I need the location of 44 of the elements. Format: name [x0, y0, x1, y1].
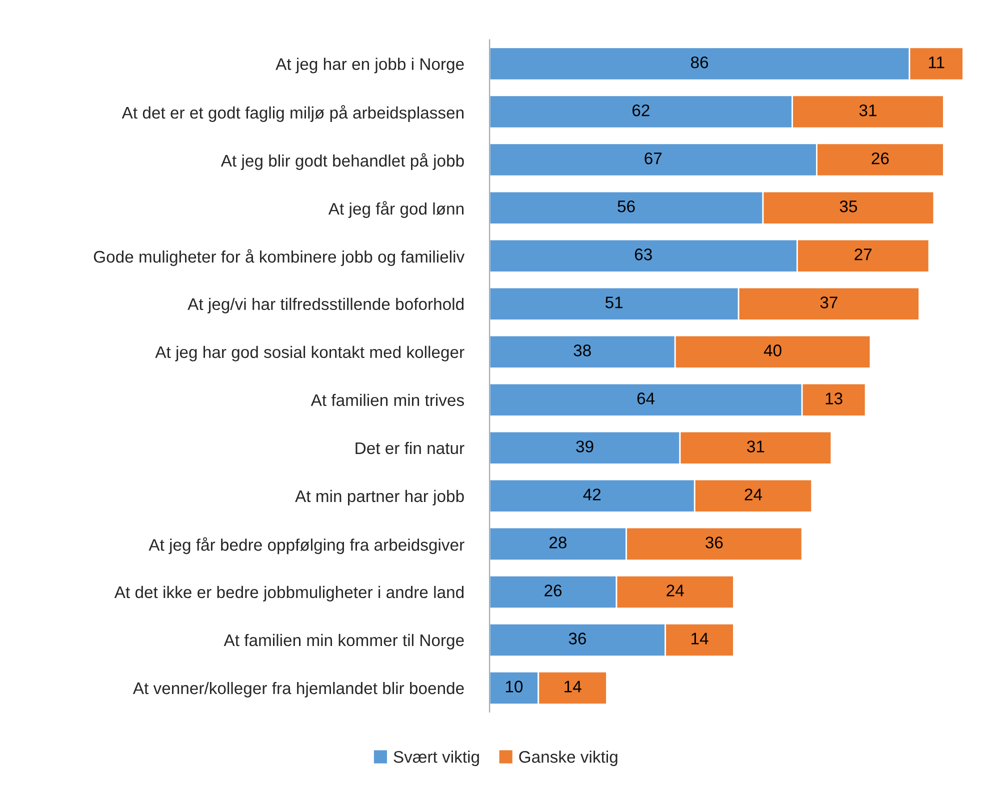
data-label: 26: [872, 152, 889, 164]
data-label: 10: [506, 680, 523, 692]
data-label: 64: [637, 392, 655, 404]
data-label: 14: [692, 632, 708, 644]
data-label: 51: [605, 296, 623, 308]
data-label: 86: [690, 56, 708, 68]
data-label: 36: [706, 536, 723, 548]
data-label: 27: [854, 248, 872, 260]
data-label: 56: [618, 200, 635, 212]
y-tick-label: At jeg får bedre oppfølging fra arbeidsgiver: [148, 537, 464, 554]
data-label: 11: [928, 56, 944, 68]
data-label: 14: [564, 680, 582, 692]
y-tick-label: At familien min kommer til Norge: [224, 634, 464, 650]
data-label: 26: [544, 584, 562, 596]
data-label: 42: [583, 488, 601, 500]
data-label: 35: [840, 200, 858, 212]
y-tick-label: At jeg blir godt behandlet på jobb: [220, 153, 464, 170]
y-tick-label: Det er fin natur: [356, 442, 464, 454]
data-label: 62: [632, 104, 650, 116]
data-label: 63: [634, 248, 652, 260]
y-tick-label: At det ikke er bedre jobbmuligheter i andre land: [114, 586, 464, 602]
data-label: 39: [576, 440, 594, 452]
data-label: 40: [764, 344, 782, 356]
y-tick-label: At jeg/vi har tilfredsstillende boforhold: [188, 298, 464, 314]
data-label: 24: [744, 488, 762, 500]
y-tick-label: At min partner har jobb: [295, 490, 464, 506]
data-label: 24: [666, 584, 684, 596]
y-tick-label: At familien min trives: [310, 394, 464, 406]
legend-label: Ganske viktig: [519, 750, 618, 766]
data-label: 28: [549, 536, 566, 548]
data-label: 67: [644, 152, 662, 164]
data-label: 38: [574, 344, 591, 356]
y-tick-label: At det er et godt faglig miljø på arbeidsplassen: [122, 105, 464, 122]
data-label: 31: [747, 440, 764, 452]
y-tick-label: At jeg har en jobb i Norge: [276, 58, 464, 74]
data-label: 31: [859, 104, 876, 116]
legend-label: Svært viktig: [394, 750, 479, 766]
y-tick-label: At venner/kolleger fra hjemlandet blir boende: [132, 682, 464, 698]
y-tick-label: At jeg får god lønn: [328, 201, 464, 218]
data-label: 13: [826, 392, 842, 404]
data-label: 37: [820, 296, 838, 308]
y-tick-label: Gode muligheter for å kombinere jobb og familieliv: [94, 249, 465, 266]
data-label: 36: [568, 632, 586, 644]
y-tick-label: At jeg har god sosial kontakt med kolleger: [155, 346, 464, 362]
